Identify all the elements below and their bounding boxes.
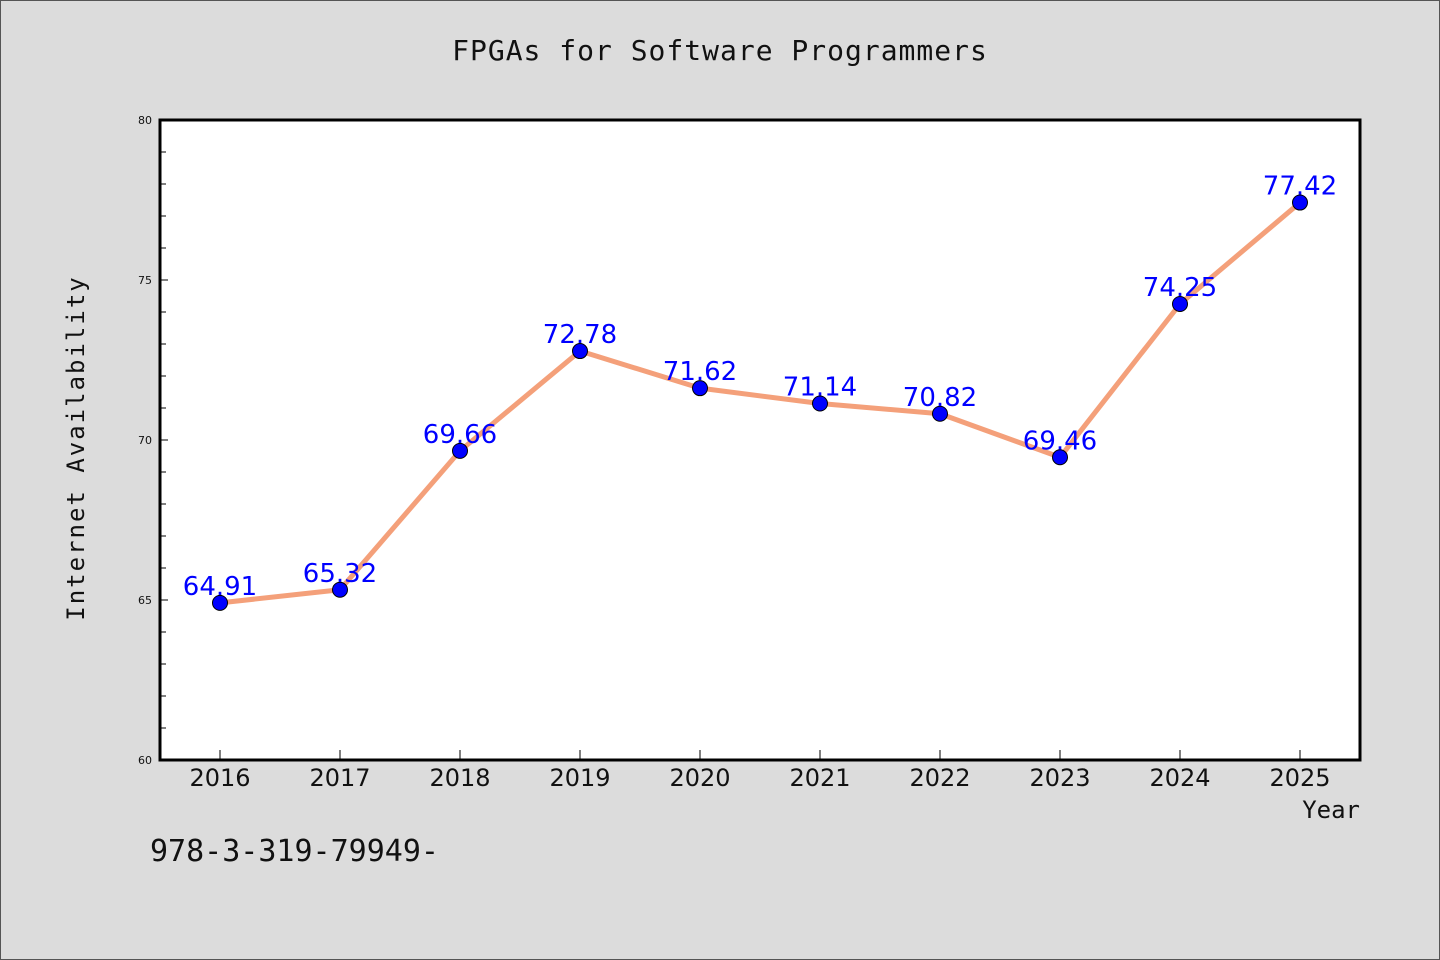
x-tick-label: 2019 xyxy=(549,764,610,792)
data-point xyxy=(1052,449,1068,466)
data-point xyxy=(332,581,348,598)
data-label: 71.14 xyxy=(783,373,857,403)
x-tick-label: 2017 xyxy=(309,764,370,792)
data-label: 70.82 xyxy=(903,383,977,413)
plot-area xyxy=(158,118,1362,762)
y-tick-label: 65 xyxy=(138,594,152,607)
data-point xyxy=(692,380,708,397)
data-label: 72.78 xyxy=(543,320,617,350)
chart-title: FPGAs for Software Programmers xyxy=(452,34,988,67)
data-point xyxy=(572,343,588,360)
series-line-group xyxy=(217,200,1303,606)
x-tick-label: 2023 xyxy=(1029,764,1090,792)
y-tick-label: 80 xyxy=(138,114,152,127)
footer-isbn-text: 978-3-319-79949- xyxy=(150,834,439,869)
series-line xyxy=(217,200,1303,606)
x-tick-label: 2018 xyxy=(429,764,490,792)
data-point xyxy=(1172,296,1188,312)
y-tick-label: 70 xyxy=(138,434,152,447)
x-tick-label: 2020 xyxy=(669,764,730,792)
series-markers xyxy=(212,194,1308,611)
data-point xyxy=(932,405,948,422)
data-labels: 64.91 65.32 69.66 72.78 71.62 71.14 70.82 69.46… xyxy=(183,172,1337,602)
data-point xyxy=(1292,194,1308,211)
y-tick-label: 75 xyxy=(138,274,152,287)
y-tick-label: 60 xyxy=(138,754,152,767)
x-tick-label: 2016 xyxy=(189,764,250,792)
x-tick-label: 2025 xyxy=(1269,764,1330,792)
data-label: 64.91 xyxy=(183,572,257,602)
data-label: 77.42 xyxy=(1263,172,1337,202)
x-tick-label: 2022 xyxy=(909,764,970,792)
x-tick-label: 2021 xyxy=(789,764,850,792)
y-axis: 60 65 70 75 80 xyxy=(138,114,168,767)
x-axis: 2016 2017 2018 2019 2020 2021 2022 2023 2024 2025 xyxy=(189,750,1331,792)
x-tick-label: 2024 xyxy=(1149,764,1210,792)
data-point xyxy=(212,594,228,611)
data-point xyxy=(452,442,468,459)
data-label: 65.32 xyxy=(303,559,377,589)
data-label: 69.66 xyxy=(423,420,497,450)
x-axis-label: Year xyxy=(1302,796,1360,824)
data-label: 74.25 xyxy=(1143,273,1217,303)
data-label: 69.46 xyxy=(1023,426,1097,456)
data-point xyxy=(812,395,828,412)
data-label: 71.62 xyxy=(663,357,737,387)
